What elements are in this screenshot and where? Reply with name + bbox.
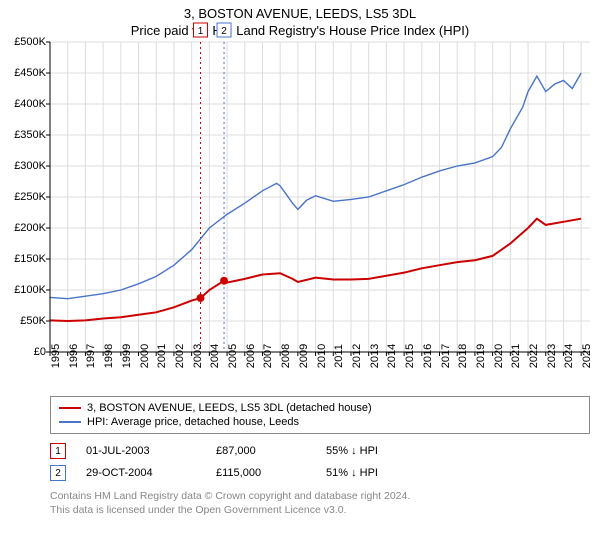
attribution: Contains HM Land Registry data © Crown c… [50,490,590,517]
y-tick-label: £300K [14,160,46,172]
svg-text:2: 2 [221,26,227,37]
x-tick-label: 2016 [422,344,434,368]
x-tick-label: 2020 [493,344,505,368]
y-tick-label: £50K [20,315,46,327]
sale-date: 29-OCT-2004 [86,467,216,479]
svg-text:1: 1 [198,26,204,37]
x-tick-label: 2004 [209,344,221,368]
x-tick-label: 2018 [457,344,469,368]
x-tick-label: 2007 [262,344,274,368]
x-tick-label: 2000 [139,344,151,368]
sale-price: £115,000 [216,467,326,479]
chart-title-address: 3, BOSTON AVENUE, LEEDS, LS5 3DL [0,0,600,21]
y-tick-label: £450K [14,67,46,79]
x-tick-label: 2022 [528,344,540,368]
legend-swatch [59,421,81,423]
y-tick-label: £400K [14,98,46,110]
x-tick-label: 1995 [50,344,62,368]
sale-date: 01-JUL-2003 [86,445,216,457]
x-tick-label: 2021 [510,344,522,368]
sale-row: 1 01-JUL-2003 £87,000 55% ↓ HPI [50,440,590,462]
x-tick-label: 2012 [351,344,363,368]
sale-delta: 55% ↓ HPI [326,445,378,457]
x-tick-label: 2015 [404,344,416,368]
x-tick-label: 2024 [563,344,575,368]
x-tick-label: 2011 [333,344,345,368]
x-tick-label: 1996 [68,344,80,368]
x-tick-label: 2009 [298,344,310,368]
sale-marker-icon: 1 [50,443,66,459]
y-tick-label: £200K [14,222,46,234]
x-tick-label: 2006 [245,344,257,368]
legend-item: 3, BOSTON AVENUE, LEEDS, LS5 3DL (detach… [59,401,581,415]
y-tick-label: £150K [14,253,46,265]
sale-marker-icon: 2 [50,465,66,481]
x-tick-label: 2025 [581,344,593,368]
legend-label: 3, BOSTON AVENUE, LEEDS, LS5 3DL (detach… [87,402,372,414]
x-tick-label: 2014 [386,344,398,368]
x-tick-label: 2005 [227,344,239,368]
y-tick-label: £250K [14,191,46,203]
x-tick-label: 1998 [103,344,115,368]
sale-price: £87,000 [216,445,326,457]
legend-item: HPI: Average price, detached house, Leed… [59,415,581,429]
chart-legend: 3, BOSTON AVENUE, LEEDS, LS5 3DL (detach… [50,396,590,434]
x-tick-label: 2013 [369,344,381,368]
sale-delta: 51% ↓ HPI [326,467,378,479]
price-chart: £0£50K£100K£150K£200K£250K£300K£350K£400… [50,42,590,352]
x-tick-label: 2019 [475,344,487,368]
page: 3, BOSTON AVENUE, LEEDS, LS5 3DL Price p… [0,0,600,560]
x-tick-label: 1997 [85,344,97,368]
attribution-line: Contains HM Land Registry data © Crown c… [50,490,590,504]
y-tick-label: £100K [14,284,46,296]
sale-row: 2 29-OCT-2004 £115,000 51% ↓ HPI [50,462,590,484]
x-tick-label: 2023 [546,344,558,368]
x-tick-label: 1999 [121,344,133,368]
x-tick-label: 2008 [280,344,292,368]
x-tick-label: 2001 [156,344,168,368]
y-tick-label: £0 [34,346,46,358]
x-tick-label: 2002 [174,344,186,368]
legend-swatch [59,407,81,409]
x-tick-label: 2003 [192,344,204,368]
y-tick-label: £350K [14,129,46,141]
x-tick-label: 2017 [440,344,452,368]
chart-title-sub: Price paid vs. HM Land Registry's House … [0,21,600,42]
sales-table: 1 01-JUL-2003 £87,000 55% ↓ HPI 2 29-OCT… [50,440,590,484]
x-tick-label: 2010 [316,344,328,368]
y-tick-label: £500K [14,36,46,48]
attribution-line: This data is licensed under the Open Gov… [50,504,590,518]
legend-label: HPI: Average price, detached house, Leed… [87,416,299,428]
